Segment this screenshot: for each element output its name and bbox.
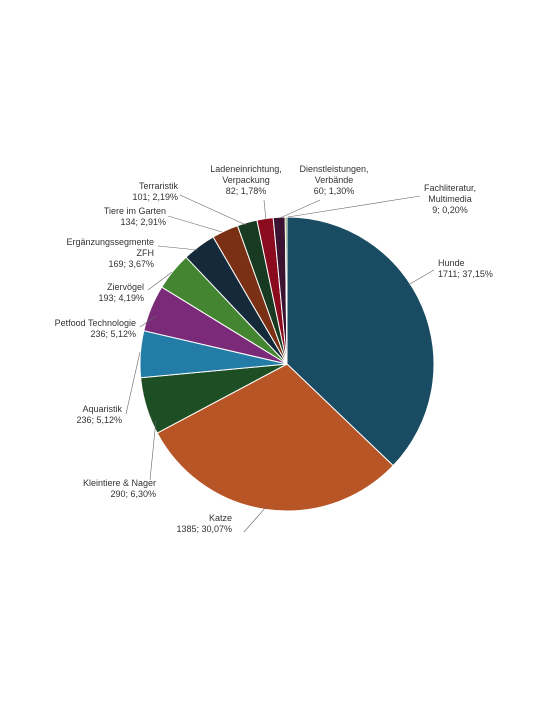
leader-line-1 [407,269,435,286]
leader-line-9 [179,194,247,226]
slice-label-7: Ergänzungssegmente ZFH 169; 3,67% [66,237,154,269]
slice-label-8: Tiere im Garten 134; 2,91% [104,206,166,227]
slice-label-1: Hunde 1711; 37,15% [438,258,493,279]
pie-slice-12 [284,216,288,365]
slice-label-12: Fachliteratur, Multimedia 9; 0,20% [424,183,476,215]
pie-slice-1 [286,216,435,467]
leader-line-10 [263,199,267,221]
leader-line-7 [157,245,199,251]
pie-slices [139,216,435,512]
leader-line-8 [167,215,223,233]
leader-line-4 [125,351,141,415]
leader-line-11 [279,199,321,219]
slice-label-9: Terraristik 101; 2,19% [132,181,178,202]
leader-line-5 [139,315,157,328]
slice-label-2: Katze 1385; 30,07% [176,513,232,534]
leader-lines [125,194,435,533]
leader-line-3 [149,419,157,481]
pie-slice-2 [156,363,394,512]
slice-label-10: Ladeneinrichtung, Verpackung 82; 1,78% [210,164,282,196]
slice-label-11: Dienstleistungen, Verbände 60; 1,30% [299,164,368,196]
slice-label-6: Ziervögel 193; 4,19% [98,282,144,303]
slice-label-4: Aquaristik 236; 5,12% [76,404,122,425]
slice-labels: Hunde 1711; 37,15% Katze 1385; 30,07% Kleint… [55,164,493,534]
slice-label-5: Petfood Technologie 236; 5,12% [55,318,136,339]
leader-line-2 [243,506,267,533]
slice-label-3: Kleintiere & Nager 290; 6,30% [83,478,156,499]
leader-line-6 [147,271,173,291]
leader-line-12 [287,195,421,218]
